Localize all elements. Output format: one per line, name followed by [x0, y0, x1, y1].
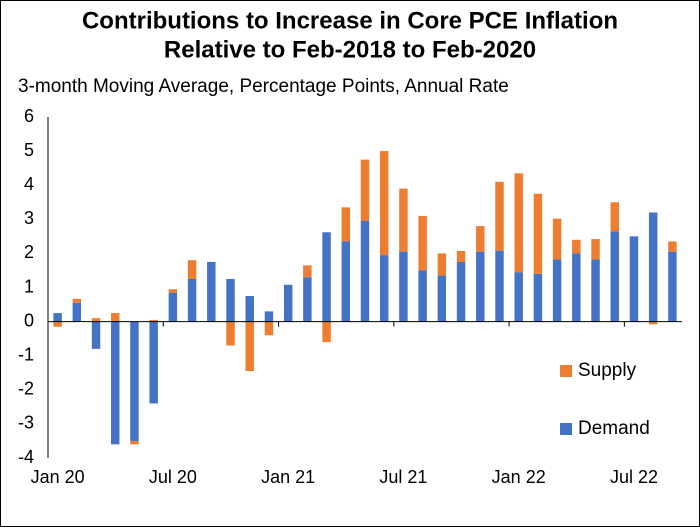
y-tick-label: -2 [18, 379, 34, 399]
bar-segment [111, 321, 120, 445]
bar-segment [187, 278, 197, 322]
legend-label: Demand [578, 418, 650, 439]
bar-segment [226, 321, 235, 346]
bar-segment [533, 273, 543, 322]
bar-segment [149, 321, 158, 404]
x-tick-label: Jul 21 [379, 467, 427, 487]
x-tick-label: Jul 22 [610, 467, 658, 487]
bar-segment [437, 275, 447, 322]
bar-segment [629, 236, 639, 322]
y-tick-label: -3 [18, 413, 34, 433]
bar-segment [303, 277, 312, 322]
bar-segment [572, 253, 581, 322]
bar-segment [207, 261, 216, 322]
bar-segment [130, 321, 139, 441]
y-tick-label: 3 [24, 208, 34, 228]
legend-label: Supply [578, 360, 637, 381]
y-tick-label: -1 [18, 344, 34, 364]
bar-segment [111, 313, 120, 322]
y-tick-label: 5 [24, 140, 34, 160]
chart-title: Relative to Feb-2018 to Feb-2020 [164, 36, 536, 63]
bar-segment [437, 253, 447, 276]
bar-segment [379, 255, 389, 322]
bar-segment [668, 241, 677, 252]
bar-segment [72, 302, 82, 322]
x-tick-label: Jan 20 [31, 467, 85, 487]
bar-segment [341, 241, 351, 322]
bar-segment [572, 239, 581, 254]
bar-segment [591, 259, 600, 322]
bar-segment [399, 251, 408, 322]
bar-segment [149, 319, 158, 322]
y-tick-label: -4 [18, 447, 34, 467]
bar-segment [514, 272, 523, 322]
bar-segment [91, 318, 101, 322]
bar-segment [322, 232, 331, 322]
bar-segment [399, 188, 408, 252]
bar-segment [245, 296, 254, 322]
bar-segment [341, 207, 351, 242]
x-tick-label: Jan 21 [261, 467, 315, 487]
bar-segment [187, 260, 197, 279]
y-tick-label: 6 [24, 106, 34, 126]
bar-segment [418, 270, 427, 322]
chart-title: Contributions to Increase in Core PCE In… [82, 7, 618, 34]
bar-segment [72, 298, 82, 303]
bar-segment [552, 218, 562, 260]
y-tick-label: 1 [24, 276, 34, 296]
bar-segment [668, 251, 677, 322]
bar-segment [53, 313, 62, 322]
bar-segment [552, 259, 562, 322]
bar-segment [264, 311, 274, 322]
bar-segment [245, 321, 254, 372]
bar-segment [283, 284, 293, 322]
bar-segment [476, 251, 485, 322]
x-tick-label: Jan 22 [492, 467, 546, 487]
bar-segment [648, 321, 658, 325]
legend-swatch [560, 365, 572, 377]
bar-segment [418, 215, 427, 271]
y-tick-label: 2 [24, 242, 34, 262]
bar-segment [591, 239, 600, 260]
y-tick-label: 0 [24, 310, 34, 330]
y-tick-label: 4 [24, 174, 34, 194]
chart-subtitle: 3-month Moving Average, Percentage Point… [18, 76, 509, 97]
bar-segment [456, 251, 466, 262]
bar-segment [610, 231, 619, 322]
bar-segment [379, 151, 389, 256]
bar-segment [303, 265, 312, 278]
bar-segment [264, 321, 274, 336]
bar-segment [648, 212, 658, 322]
bar-segment [495, 250, 504, 322]
bar-segment [360, 221, 370, 322]
bar-segment [91, 321, 101, 349]
bar-segment [360, 159, 370, 222]
bar-segment [53, 321, 62, 327]
bar-segment [168, 289, 178, 293]
bar-segment [322, 321, 331, 343]
bar-segment [495, 181, 504, 251]
bar-segment [456, 261, 466, 322]
bar-segment [168, 292, 178, 322]
bar-segment [514, 173, 523, 273]
legend-swatch [560, 423, 572, 435]
bar-segment [476, 226, 485, 252]
bar-segment [130, 440, 139, 445]
bar-segment [610, 202, 619, 232]
bar-segment [226, 278, 235, 322]
bar-segment [533, 193, 543, 274]
x-tick-label: Jul 20 [149, 467, 197, 487]
